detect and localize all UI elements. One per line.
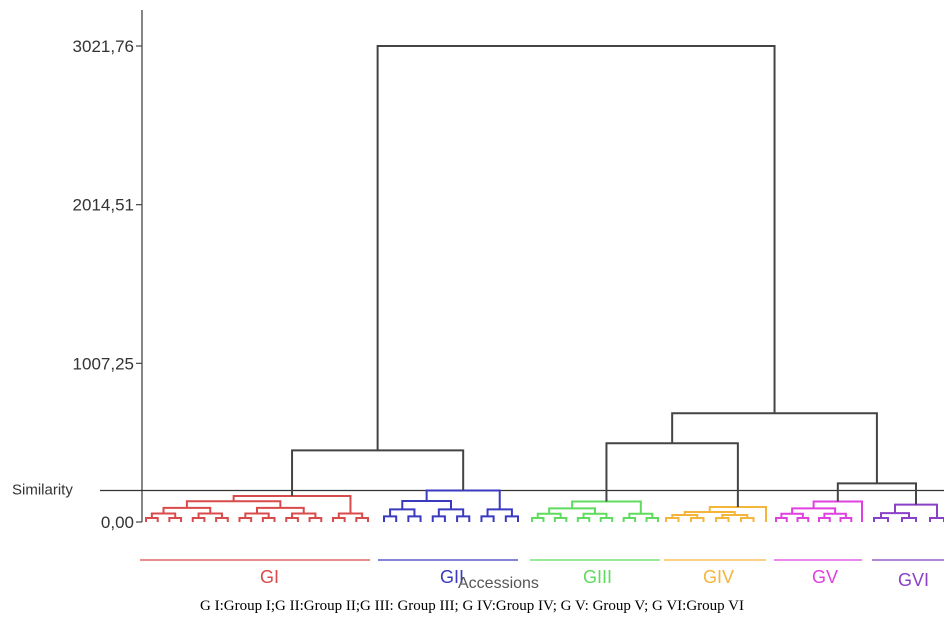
cluster-link: [401, 499, 452, 510]
cluster-link: [775, 517, 788, 522]
cluster-link: [548, 507, 596, 514]
group-annotations: GI GII GIII GIV GV GVI: [140, 559, 944, 590]
cluster-link: [232, 495, 352, 514]
y-ticks: 0,00 1007,25 2014,51 3021,76: [73, 37, 142, 532]
group-label: GII: [440, 567, 464, 587]
cluster-link: [582, 512, 608, 518]
cluster-link: [337, 512, 364, 518]
cluster-link: [486, 508, 513, 517]
cluster-link: [880, 512, 910, 518]
y-tick-label: 0,00: [101, 513, 134, 532]
cluster-link: [197, 512, 223, 518]
group-label: GIII: [583, 567, 612, 587]
cluster-link: [162, 506, 212, 514]
cluster-link: [873, 517, 889, 522]
x-axis-label: Accessions: [458, 575, 539, 592]
cluster-link: [531, 517, 545, 522]
cluster-link: [168, 517, 183, 522]
cluster-link: [571, 500, 642, 514]
cluster-link: [504, 515, 519, 522]
cluster-link: [839, 517, 853, 522]
group-label: GV: [812, 567, 838, 587]
cluster-link: [715, 517, 730, 522]
cluster-link: [599, 517, 614, 522]
cluster-link: [355, 517, 369, 522]
cluster-link: [823, 512, 847, 518]
cluster-link: [628, 512, 654, 518]
cluster-link: [407, 515, 422, 522]
dendrogram-tree: [145, 45, 944, 522]
cluster-link: [796, 517, 810, 522]
cluster-link: [437, 508, 465, 517]
figure-caption: G I:Group I;G II:Group II;G III: Group I…: [200, 598, 744, 614]
y-tick-label: 2014,51: [73, 196, 134, 215]
cluster-link: [150, 512, 177, 518]
merge-link: [836, 482, 917, 505]
merge-link: [291, 449, 465, 497]
cluster-link: [331, 517, 346, 522]
cluster-link: [431, 515, 446, 522]
cluster-link: [622, 517, 637, 522]
cluster-link: [480, 515, 495, 522]
cluster-link: [740, 517, 755, 522]
y-tick-label: 3021,76: [73, 37, 134, 56]
cluster-link: [929, 517, 944, 522]
cluster-link: [191, 517, 206, 522]
cluster-link: [780, 512, 804, 518]
cluster-link: [645, 517, 659, 522]
cluster-link: [261, 517, 276, 522]
cluster-link: [536, 512, 562, 518]
merge-link: [376, 45, 776, 451]
cluster-link: [690, 517, 705, 522]
cluster-link: [665, 517, 680, 522]
merge-link: [671, 412, 878, 484]
cluster-link: [576, 517, 591, 522]
cluster-link: [812, 500, 863, 522]
cluster-link: [238, 517, 253, 522]
cluster-link: [285, 517, 299, 522]
cluster-link: [425, 489, 501, 510]
similarity-threshold: Similarity: [12, 481, 944, 498]
cluster-link: [291, 512, 317, 518]
cluster-link: [215, 517, 229, 522]
cluster-link: [456, 515, 471, 522]
y-tick-label: 1007,25: [73, 354, 134, 373]
cluster-link: [818, 517, 831, 522]
cluster-link: [553, 517, 568, 522]
cluster-link: [901, 517, 917, 522]
cluster-link: [145, 517, 159, 522]
group-label: GVI: [898, 570, 929, 590]
similarity-label: Similarity: [12, 481, 73, 498]
cluster-link: [256, 506, 305, 514]
group-label: GI: [260, 567, 279, 587]
cluster-link: [389, 508, 416, 517]
cluster-link: [308, 517, 323, 522]
cluster-link: [791, 507, 837, 514]
group-label: GIV: [703, 567, 734, 587]
cluster-link: [185, 500, 282, 508]
merge-link: [605, 442, 739, 508]
cluster-link: [894, 503, 938, 518]
cluster-link: [244, 512, 270, 518]
cluster-link: [383, 515, 398, 522]
